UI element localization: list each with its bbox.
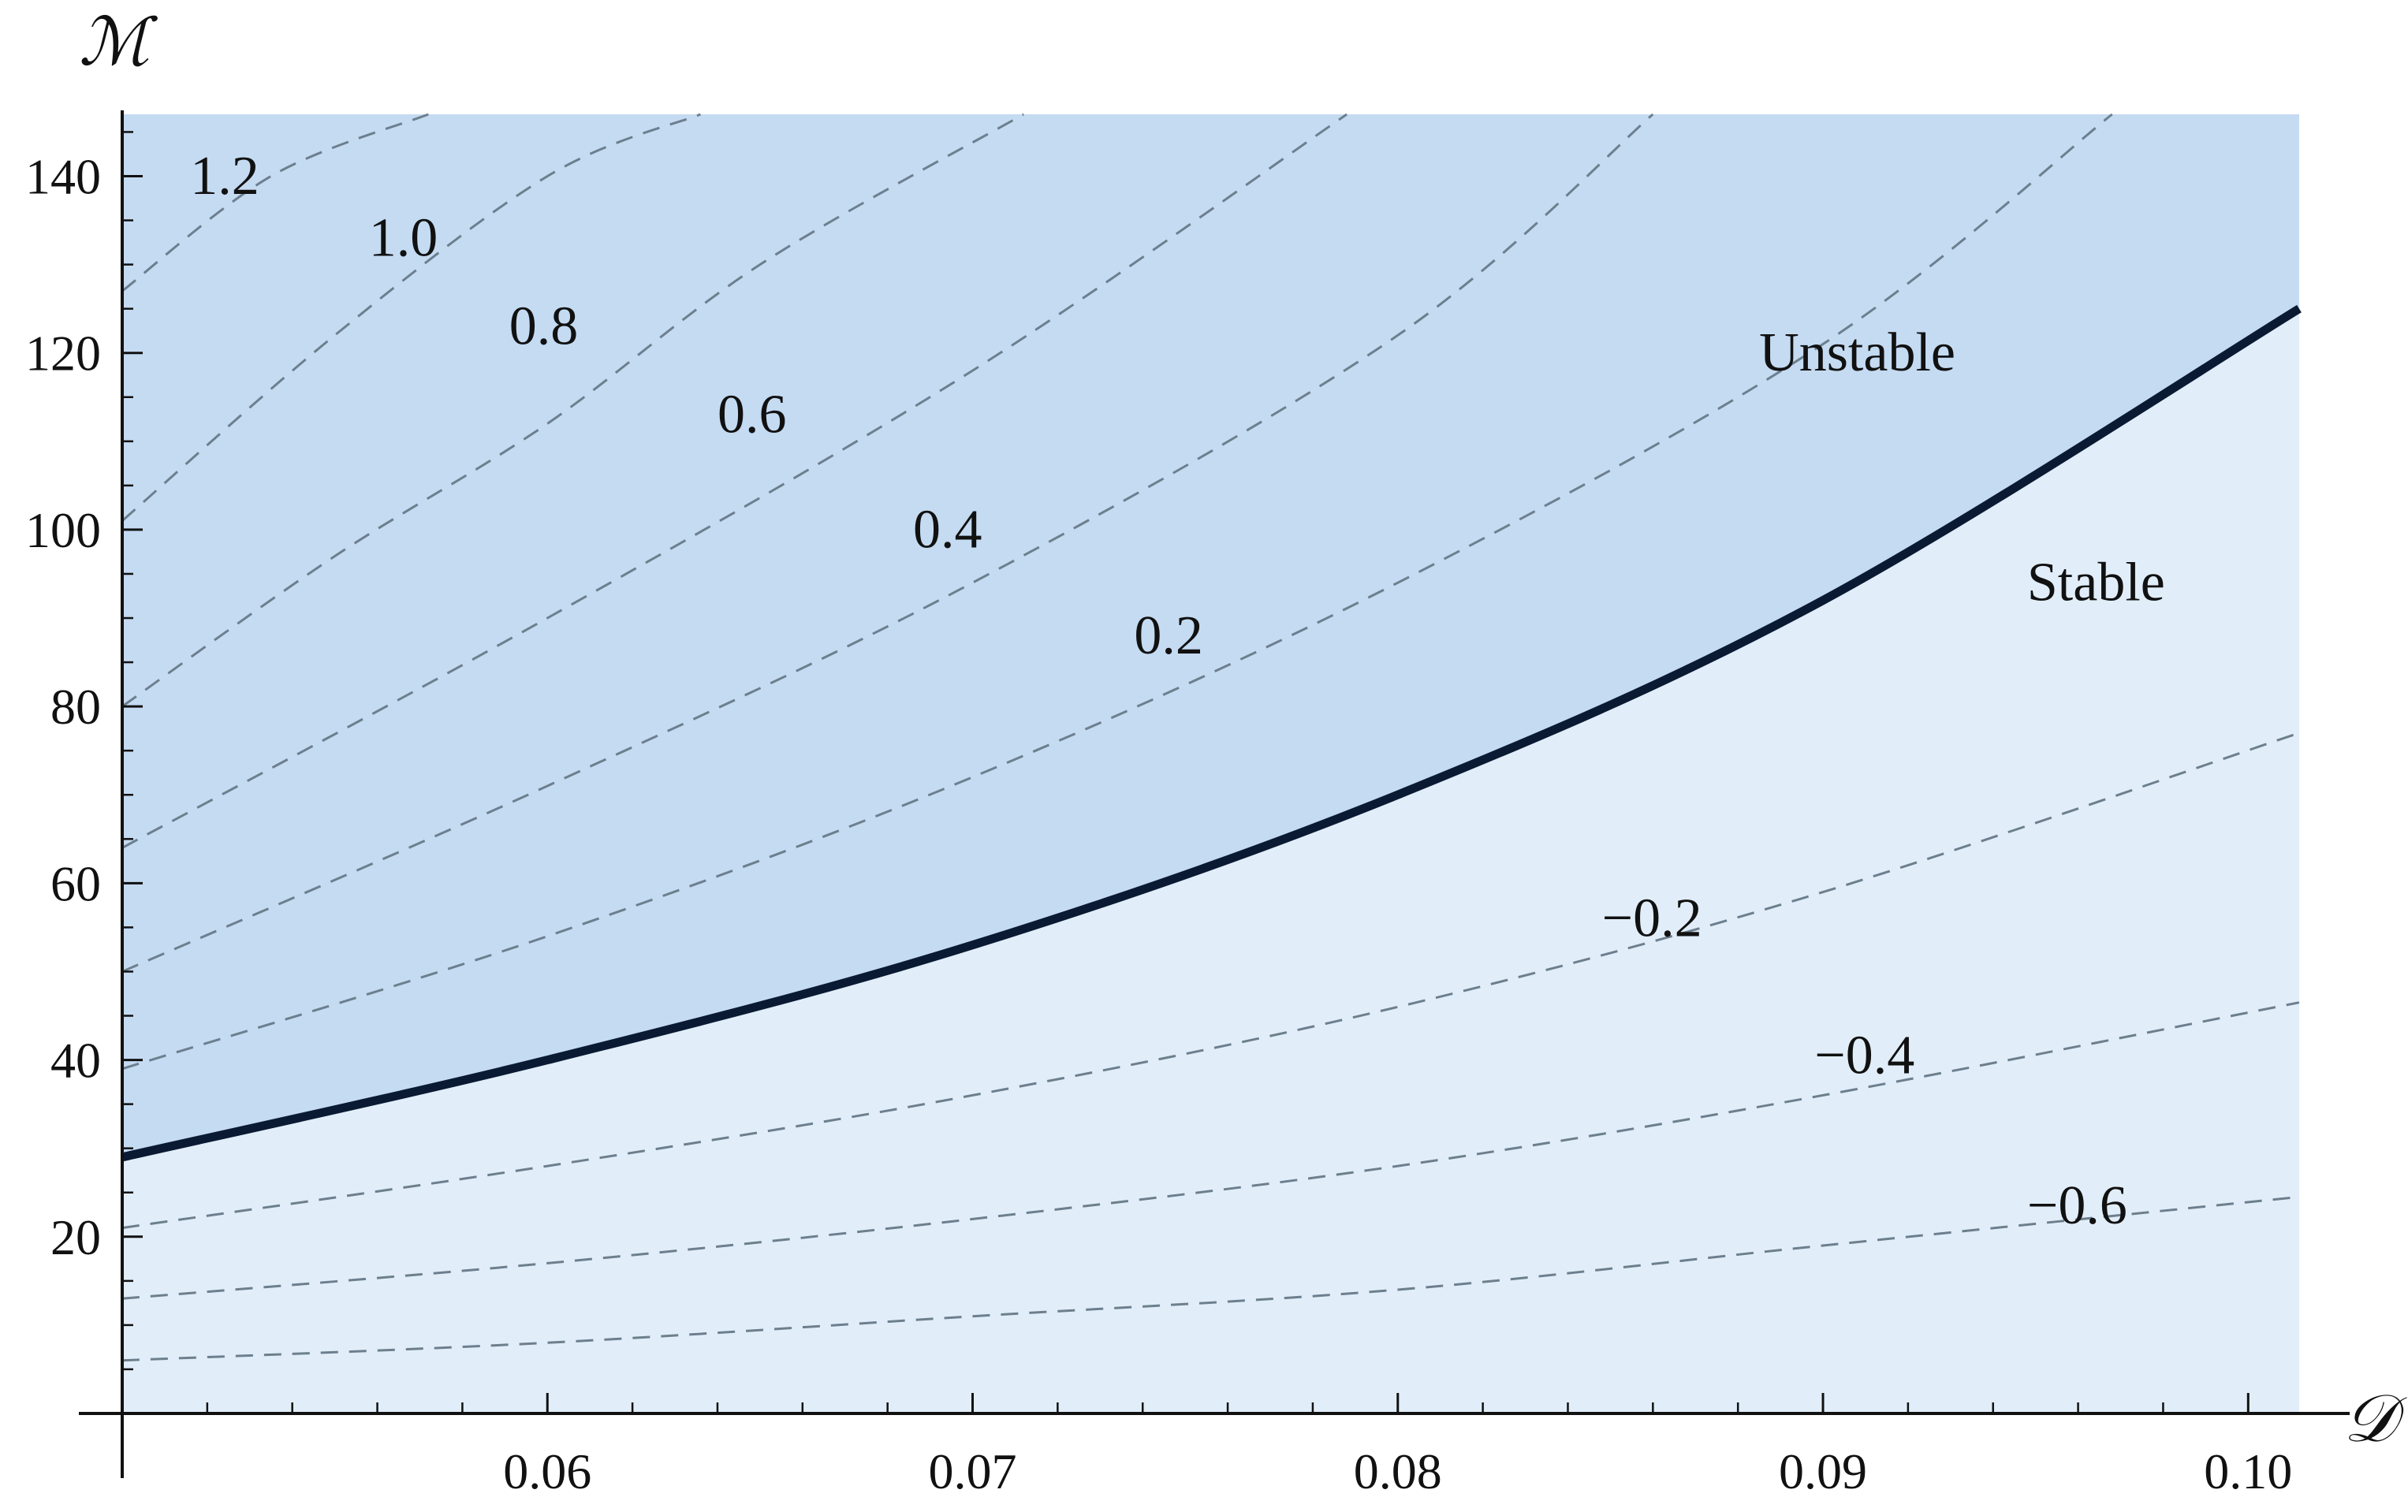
stability-boundary <box>121 304 2302 1162</box>
contour-line <box>121 732 2300 1230</box>
y-tick-label: 20 <box>50 1209 101 1265</box>
y-axis-title: ℳ <box>79 3 158 80</box>
stable-region <box>122 308 2299 1414</box>
contour-label: −0.6 <box>2027 1175 2127 1236</box>
contour-label: 0.4 <box>913 499 982 560</box>
contour-label: 0.8 <box>509 296 579 356</box>
x-tick-label: 0.09 <box>1779 1443 1867 1499</box>
y-tick-label: 100 <box>25 502 101 558</box>
contour-line <box>121 113 701 522</box>
contour-label: 0.2 <box>1134 605 1203 666</box>
contour-lines <box>121 113 2300 1362</box>
region-label: Stable <box>2027 553 2165 613</box>
x-tick-label: 0.08 <box>1354 1443 1442 1499</box>
x-tick-label: 0.07 <box>929 1443 1017 1499</box>
y-axis-ticks: 20 40 60 80 100 120 140 <box>25 131 143 1371</box>
x-axis-title: 𝒟 <box>2343 1380 2407 1457</box>
contour-line <box>121 113 1024 708</box>
contour-label: 0.6 <box>718 385 787 445</box>
contour-label: 1.0 <box>369 207 438 268</box>
plot-regions <box>122 114 2299 1414</box>
y-tick-label: 140 <box>25 148 101 204</box>
y-tick-label: 40 <box>50 1033 101 1089</box>
contour-line <box>121 113 1654 973</box>
contour-line <box>121 113 429 292</box>
contour-labels: 1.2 1.0 0.8 0.6 0.4 0.2 −0.2 −0.4 −0.6 <box>190 146 2127 1236</box>
contour-label: −0.4 <box>1814 1025 1914 1086</box>
y-tick-label: 120 <box>25 326 101 382</box>
contour-line <box>121 1001 2300 1300</box>
x-axis-ticks: 0.06 0.07 0.08 0.09 0.10 <box>206 1393 2292 1499</box>
contour-label: −0.2 <box>1602 888 1702 949</box>
contour-line <box>121 113 1348 849</box>
y-tick-label: 60 <box>50 855 101 911</box>
contour-label: 1.2 <box>190 146 259 207</box>
region-labels: Unstable Stable <box>1759 322 2165 613</box>
unstable-region <box>122 114 2299 1157</box>
x-tick-label: 0.06 <box>503 1443 591 1499</box>
x-tick-label: 0.10 <box>2204 1443 2292 1499</box>
contour-line <box>121 113 2113 1071</box>
region-label: Unstable <box>1759 322 1955 383</box>
y-tick-label: 80 <box>50 679 101 735</box>
